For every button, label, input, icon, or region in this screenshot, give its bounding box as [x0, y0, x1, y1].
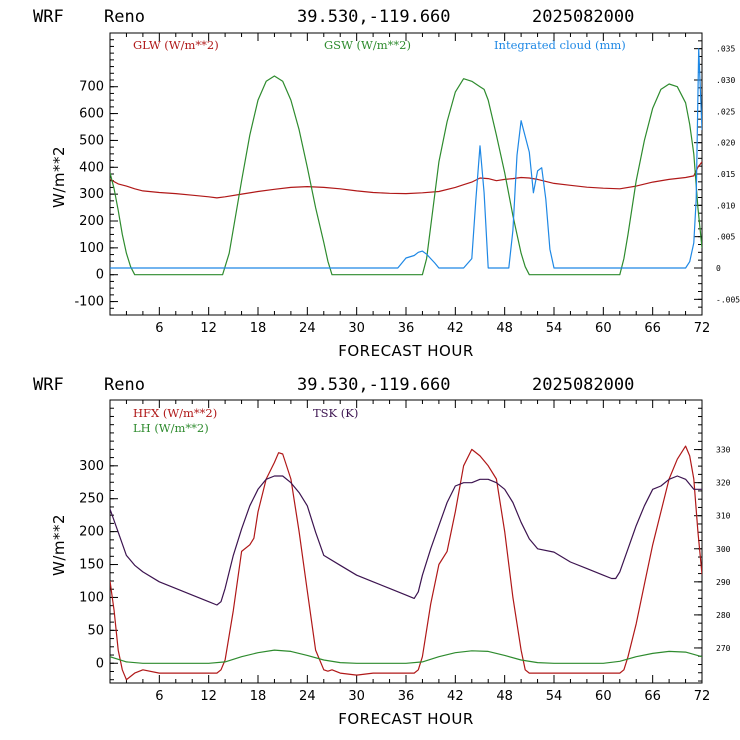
y2-tick-label: .005 — [716, 233, 735, 242]
x-tick-label: 48 — [496, 689, 513, 704]
x-tick-label: 66 — [644, 321, 661, 336]
chart2-series-hfx — [110, 445, 702, 681]
y-tick-label: 700 — [79, 80, 104, 95]
chart1-ylabel: W/m**2 — [50, 146, 68, 208]
chart1-legend-cloud: Integrated cloud (mm) — [494, 38, 626, 52]
chart1-xlabel: FORECAST HOUR — [338, 342, 474, 360]
y-tick-label: 0 — [96, 268, 104, 283]
chart1-run: 2025082000 — [532, 7, 634, 27]
chart2-legend-tsk: TSK (K) — [313, 406, 358, 420]
x-tick-label: 24 — [299, 689, 316, 704]
x-tick-label: 48 — [496, 321, 513, 336]
chart1-series-glw — [110, 161, 702, 199]
chart2-plot: 6 12 18 24 30 36 42 48 54 60 66 72 0 50 100 150 200 250 30… — [79, 399, 731, 704]
y-tick-label: 150 — [79, 558, 104, 573]
chart2-location: Reno — [104, 375, 145, 395]
x-tick-label: 60 — [595, 689, 612, 704]
x-tick-label: 12 — [200, 321, 217, 336]
y2-tick-label: 280 — [716, 611, 731, 620]
chart1-location: Reno — [104, 7, 145, 27]
y-tick-label: 200 — [79, 525, 104, 540]
chart1-legend: GLW (W/m**2) GSW (W/m**2) Integrated clo… — [133, 38, 626, 52]
y-tick-label: 300 — [79, 459, 104, 474]
y-tick-label: 250 — [79, 492, 104, 507]
x-tick-label: 36 — [398, 689, 415, 704]
x-tick-label: 18 — [250, 321, 267, 336]
y-tick-label: 400 — [79, 160, 104, 175]
y-tick-label: 0 — [96, 656, 104, 671]
x-tick-label: 72 — [694, 689, 711, 704]
x-tick-label: 66 — [644, 689, 661, 704]
chart1-coords: 39.530,-119.660 — [297, 7, 451, 27]
chart1-plot: 6 12 18 24 30 36 42 48 54 60 66 72 -100 0 100 200 300 400… — [74, 32, 740, 336]
plots-layer: 6 12 18 24 30 36 42 48 54 60 66 72-1000100200300400… — [74, 32, 740, 704]
chart2-series-tsk — [110, 475, 702, 606]
x-tick-label: 36 — [398, 321, 415, 336]
x-tick-label: 54 — [546, 689, 563, 704]
chart1-series-gsw — [110, 75, 702, 276]
chart1-model: WRF — [33, 7, 64, 27]
y-tick-label: 50 — [87, 623, 104, 638]
chart1-legend-gsw: GSW (W/m**2) — [324, 38, 411, 52]
chart2-legend: HFX (W/m**2) LH (W/m**2) TSK (K) — [133, 406, 358, 435]
chart1-frame — [109, 32, 703, 316]
y-tick-label: 100 — [79, 241, 104, 256]
x-tick-label: 42 — [447, 321, 464, 336]
y2-tick-label: 310 — [716, 512, 731, 521]
y2-tick-label: .015 — [716, 170, 735, 179]
y2-tick-label: .020 — [716, 139, 735, 148]
chart1-legend-glw: GLW (W/m**2) — [133, 38, 219, 52]
y2-tick-label: 290 — [716, 578, 731, 587]
chart2-model: WRF — [33, 375, 64, 395]
y2-tick-label: .035 — [716, 45, 735, 54]
chart2-coords: 39.530,-119.660 — [297, 375, 451, 395]
y2-tick-label: 330 — [716, 446, 731, 455]
x-tick-label: 18 — [250, 689, 267, 704]
chart2-legend-lh: LH (W/m**2) — [133, 421, 209, 435]
y2-tick-label: 300 — [716, 545, 731, 554]
x-tick-label: 72 — [694, 321, 711, 336]
chart2-legend-hfx: HFX (W/m**2) — [133, 406, 217, 420]
y-tick-label: 200 — [79, 214, 104, 229]
y-tick-label: 600 — [79, 107, 104, 122]
chart2-frame — [109, 399, 703, 684]
chart1-series-integrated — [110, 48, 702, 269]
x-tick-label: 12 — [200, 689, 217, 704]
y-tick-label: -100 — [74, 295, 104, 310]
x-tick-label: 6 — [155, 321, 163, 336]
x-tick-label: 60 — [595, 321, 612, 336]
x-tick-label: 30 — [348, 321, 365, 336]
chart1-header: WRF Reno 39.530,-119.660 2025082000 — [33, 7, 634, 27]
chart2-ylabel: W/m**2 — [50, 514, 68, 576]
x-tick-label: 6 — [155, 689, 163, 704]
y2-tick-label: .025 — [716, 107, 735, 116]
y-tick-label: 300 — [79, 187, 104, 202]
chart2-series-lh — [110, 649, 702, 664]
y2-tick-label: 0 — [716, 264, 721, 273]
y2-tick-label: 320 — [716, 479, 731, 488]
y2-tick-label: 270 — [716, 644, 731, 653]
x-tick-label: 54 — [546, 321, 563, 336]
x-tick-label: 42 — [447, 689, 464, 704]
y2-tick-label: .030 — [716, 76, 735, 85]
y2-tick-label: .010 — [716, 201, 735, 210]
x-tick-label: 24 — [299, 321, 316, 336]
x-tick-label: 30 — [348, 689, 365, 704]
chart2-run: 2025082000 — [532, 375, 634, 395]
y-tick-label: 100 — [79, 590, 104, 605]
y-tick-label: 500 — [79, 133, 104, 148]
chart2-header: WRF Reno 39.530,-119.660 2025082000 — [33, 375, 634, 395]
chart2-xlabel: FORECAST HOUR — [338, 710, 474, 728]
y2-tick-label: -.005 — [716, 295, 740, 304]
